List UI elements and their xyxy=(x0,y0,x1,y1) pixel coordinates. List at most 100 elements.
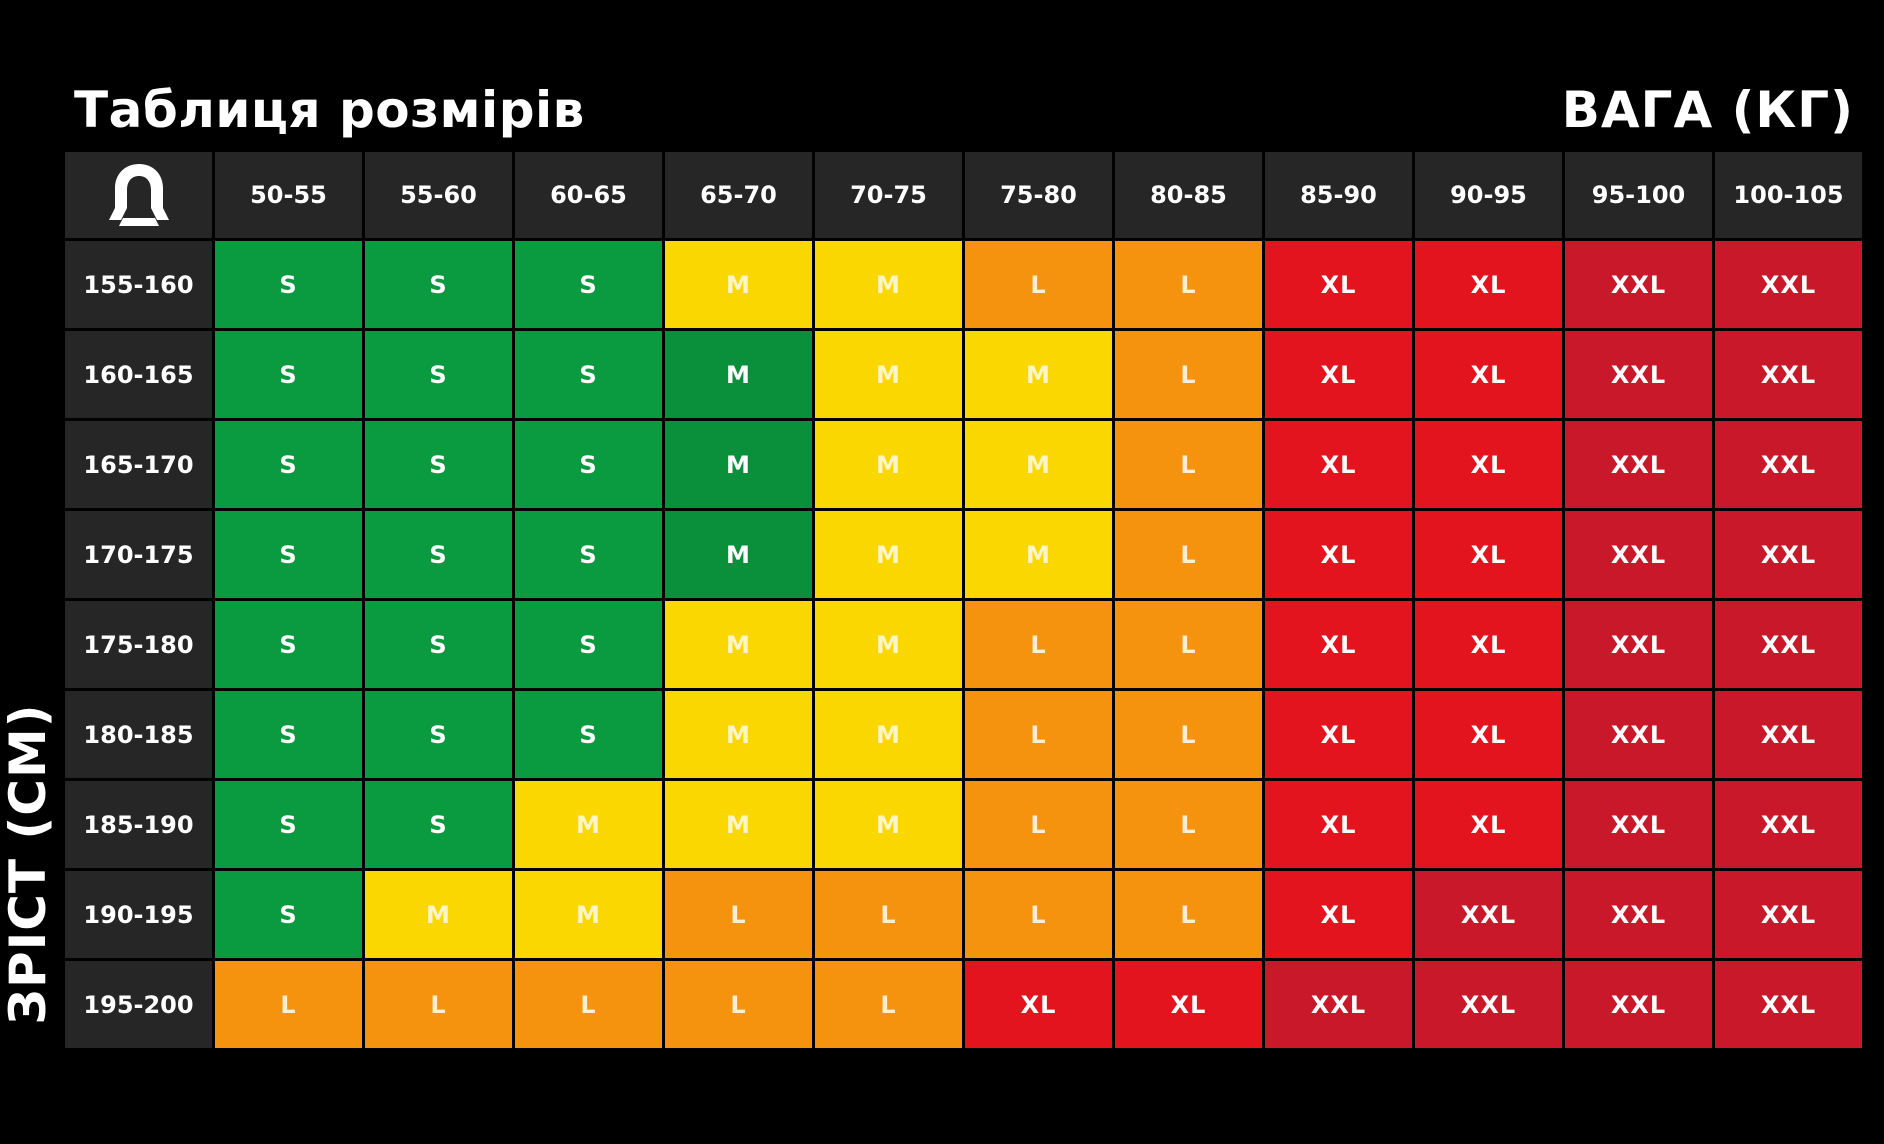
size-cell: XXL xyxy=(1715,691,1862,778)
size-cell: XL xyxy=(1265,511,1412,598)
height-row-header: 185-190 xyxy=(65,781,212,868)
size-cell: L xyxy=(965,601,1112,688)
size-cell: M xyxy=(815,331,962,418)
size-cell: XL xyxy=(1415,781,1562,868)
size-cell: M xyxy=(815,691,962,778)
size-cell: XL xyxy=(1265,241,1412,328)
size-cell: XL xyxy=(1415,601,1562,688)
size-cell: XXL xyxy=(1565,961,1712,1048)
size-cell: XXL xyxy=(1565,781,1712,868)
weight-column-header: 50-55 xyxy=(215,152,362,238)
height-row-header: 160-165 xyxy=(65,331,212,418)
table-row: 170-175 S S S M M M L XL XL XXL XXL xyxy=(65,511,1862,598)
size-cell: S xyxy=(215,511,362,598)
size-cell: L xyxy=(965,781,1112,868)
weight-header-row: 50-55 55-60 60-65 65-70 70-75 75-80 80-85 85-90… xyxy=(65,152,1862,238)
weight-axis-label: ВАГА (КГ) xyxy=(1561,81,1854,139)
size-cell: XXL xyxy=(1565,421,1712,508)
size-cell: XXL xyxy=(1565,241,1712,328)
size-cell: M xyxy=(665,421,812,508)
size-cell: XXL xyxy=(1415,961,1562,1048)
size-cell: S xyxy=(515,331,662,418)
size-cell: L xyxy=(1115,781,1262,868)
size-cell: XL xyxy=(1415,421,1562,508)
size-cell: S xyxy=(365,511,512,598)
size-cell: L xyxy=(965,871,1112,958)
weight-column-header: 55-60 xyxy=(365,152,512,238)
size-cell: XXL xyxy=(1715,241,1862,328)
weight-column-header: 95-100 xyxy=(1565,152,1712,238)
size-cell: XL xyxy=(1265,421,1412,508)
size-cell: M xyxy=(815,241,962,328)
height-row-header: 175-180 xyxy=(65,601,212,688)
size-cell: S xyxy=(515,601,662,688)
size-cell: S xyxy=(515,241,662,328)
size-cell: L xyxy=(1115,691,1262,778)
size-cell: XXL xyxy=(1715,511,1862,598)
size-cell: M xyxy=(665,331,812,418)
size-cell: XL xyxy=(1415,511,1562,598)
size-cell: L xyxy=(1115,601,1262,688)
size-cell: XL xyxy=(1115,961,1262,1048)
size-cell: L xyxy=(665,961,812,1048)
size-cell: XL xyxy=(1265,601,1412,688)
height-row-header: 190-195 xyxy=(65,871,212,958)
size-cell: L xyxy=(1115,331,1262,418)
size-cell: XL xyxy=(1265,331,1412,418)
height-row-header: 180-185 xyxy=(65,691,212,778)
table-row: 155-160 S S S M M L L XL XL XXL XXL xyxy=(65,241,1862,328)
size-cell: S xyxy=(215,691,362,778)
size-cell: M xyxy=(965,511,1112,598)
size-cell: XXL xyxy=(1265,961,1412,1048)
size-cell: S xyxy=(365,241,512,328)
weight-column-header: 65-70 xyxy=(665,152,812,238)
size-cell: L xyxy=(965,241,1112,328)
size-cell: S xyxy=(515,691,662,778)
size-cell: S xyxy=(515,511,662,598)
size-cell: M xyxy=(665,601,812,688)
size-cell: L xyxy=(815,961,962,1048)
size-cell: M xyxy=(665,691,812,778)
size-cell: M xyxy=(815,511,962,598)
size-cell: S xyxy=(215,331,362,418)
size-cell: L xyxy=(515,961,662,1048)
size-cell: L xyxy=(965,691,1112,778)
size-cell: XL xyxy=(1265,691,1412,778)
size-cell: XXL xyxy=(1715,871,1862,958)
size-cell: XXL xyxy=(1565,511,1712,598)
height-row-header: 165-170 xyxy=(65,421,212,508)
size-cell: M xyxy=(665,781,812,868)
size-cell: XXL xyxy=(1565,331,1712,418)
size-cell: XXL xyxy=(1715,781,1862,868)
size-cell: M xyxy=(665,511,812,598)
size-cell: S xyxy=(215,241,362,328)
size-cell: L xyxy=(365,961,512,1048)
size-chart-table: 50-55 55-60 60-65 65-70 70-75 75-80 80-85 85-90… xyxy=(62,149,1865,1051)
table-row: 180-185 S S S M M L L XL XL XXL XXL xyxy=(65,691,1862,778)
size-cell: XXL xyxy=(1565,601,1712,688)
size-cell: XL xyxy=(1415,241,1562,328)
table-row: 165-170 S S S M M M L XL XL XXL XXL xyxy=(65,421,1862,508)
size-cell: S xyxy=(215,781,362,868)
page-title: Таблиця розмірів xyxy=(74,81,585,139)
table-row: 185-190 S S M M M L L XL XL XXL XXL xyxy=(65,781,1862,868)
size-cell: L xyxy=(665,871,812,958)
weight-column-header: 80-85 xyxy=(1115,152,1262,238)
size-cell: S xyxy=(215,421,362,508)
size-cell: S xyxy=(365,331,512,418)
size-cell: L xyxy=(815,871,962,958)
size-cell: L xyxy=(1115,871,1262,958)
size-cell: S xyxy=(365,421,512,508)
weight-column-header: 75-80 xyxy=(965,152,1112,238)
size-cell: XXL xyxy=(1565,871,1712,958)
table-row: 175-180 S S S M M L L XL XL XXL XXL xyxy=(65,601,1862,688)
size-cell: XL xyxy=(1265,871,1412,958)
size-cell: XXL xyxy=(1565,691,1712,778)
weight-column-header: 100-105 xyxy=(1715,152,1862,238)
size-cell: XL xyxy=(1415,691,1562,778)
size-cell: M xyxy=(515,781,662,868)
size-cell: M xyxy=(515,871,662,958)
size-cell: M xyxy=(965,421,1112,508)
size-cell: M xyxy=(815,601,962,688)
size-cell: XXL xyxy=(1715,331,1862,418)
